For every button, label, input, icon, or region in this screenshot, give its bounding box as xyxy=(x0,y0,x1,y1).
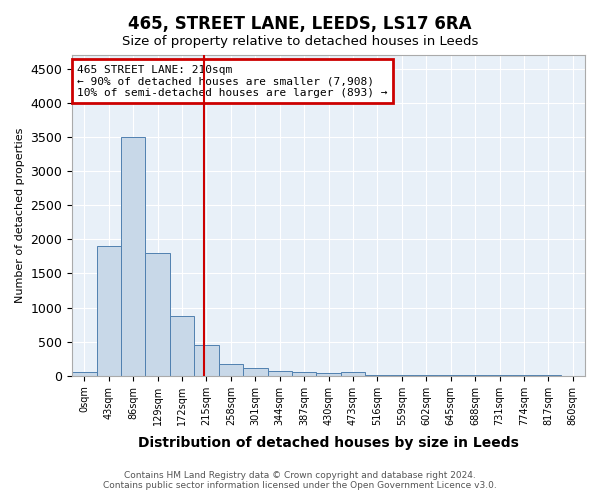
Bar xyxy=(341,372,365,376)
Bar xyxy=(121,137,145,376)
X-axis label: Distribution of detached houses by size in Leeds: Distribution of detached houses by size … xyxy=(138,436,519,450)
Bar xyxy=(145,253,170,376)
Bar xyxy=(218,364,243,376)
Y-axis label: Number of detached properties: Number of detached properties xyxy=(15,128,25,303)
Bar xyxy=(97,246,121,376)
Bar xyxy=(72,372,97,376)
Text: 465, STREET LANE, LEEDS, LS17 6RA: 465, STREET LANE, LEEDS, LS17 6RA xyxy=(128,15,472,33)
Bar xyxy=(194,345,218,376)
Bar xyxy=(292,372,316,376)
Text: Contains HM Land Registry data © Crown copyright and database right 2024.
Contai: Contains HM Land Registry data © Crown c… xyxy=(103,470,497,490)
Bar xyxy=(268,370,292,376)
Bar xyxy=(316,373,341,376)
Bar xyxy=(170,316,194,376)
Text: Size of property relative to detached houses in Leeds: Size of property relative to detached ho… xyxy=(122,35,478,48)
Text: 465 STREET LANE: 210sqm
← 90% of detached houses are smaller (7,908)
10% of semi: 465 STREET LANE: 210sqm ← 90% of detache… xyxy=(77,64,388,98)
Bar xyxy=(243,368,268,376)
